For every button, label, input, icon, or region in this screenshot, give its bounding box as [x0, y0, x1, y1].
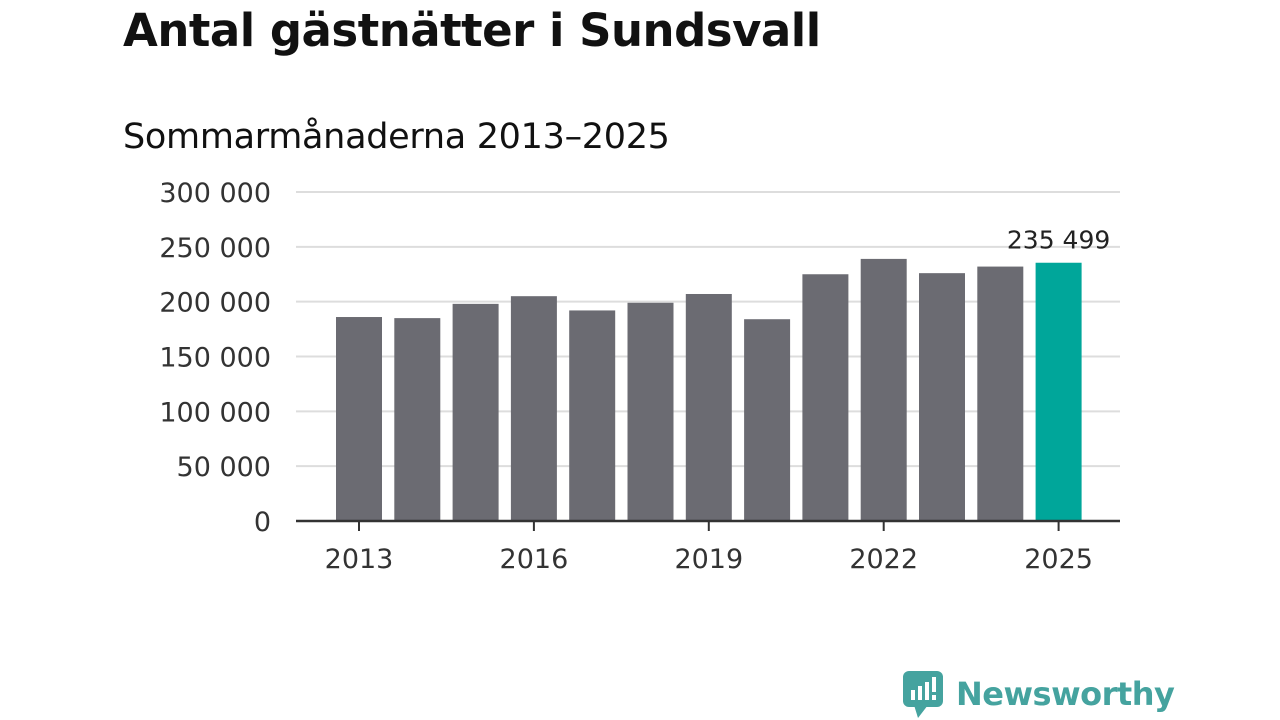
y-tick-label: 100 000: [159, 397, 271, 428]
x-tick-label: 2025: [1024, 544, 1093, 575]
newsworthy-logo-icon: [903, 671, 943, 718]
y-tick-label: 200 000: [159, 288, 271, 319]
x-tick-label: 2019: [674, 544, 743, 575]
y-tick-label: 300 000: [159, 178, 271, 209]
y-tick-label: 0: [254, 507, 271, 538]
bar-2014: [394, 318, 441, 521]
bar-2022: [860, 258, 907, 521]
bar-2013: [336, 317, 382, 521]
bar-2025: [1035, 262, 1082, 521]
labels: 0 50 000 100 000 150 000 200 000 250 000 300 0…: [159, 178, 1110, 575]
brand-name: Newsworthy: [956, 675, 1175, 713]
bar-2016: [510, 296, 557, 521]
bar-chart: 0 50 000 100 000 150 000 200 000 250 000 300 0…: [159, 178, 1120, 575]
x-tick-label: 2016: [500, 544, 569, 575]
chart-title: Antal gästnätter i Sundsvall: [123, 4, 821, 57]
data-label: 235 499: [1007, 226, 1110, 255]
x-tick-label: 2013: [325, 544, 394, 575]
bar-2018: [627, 302, 674, 521]
chart-subtitle: Sommarmånaderna 2013–2025: [123, 117, 670, 157]
axes: [296, 519, 1120, 531]
bar-2021: [802, 274, 849, 521]
bar-2017: [569, 310, 616, 521]
y-tick-label: 50 000: [177, 452, 271, 483]
x-tick-label: 2022: [849, 544, 918, 575]
y-tick-label: 150 000: [159, 343, 271, 374]
y-tick-label: 250 000: [159, 233, 271, 264]
bar-2019: [685, 293, 732, 521]
bar-2024: [977, 266, 1024, 521]
bar-2020: [744, 319, 791, 521]
bar-2015: [452, 303, 499, 521]
bars: [336, 258, 1082, 521]
brand-logo[interactable]: Newsworthy: [902, 669, 1175, 719]
bar-2023: [919, 273, 965, 521]
